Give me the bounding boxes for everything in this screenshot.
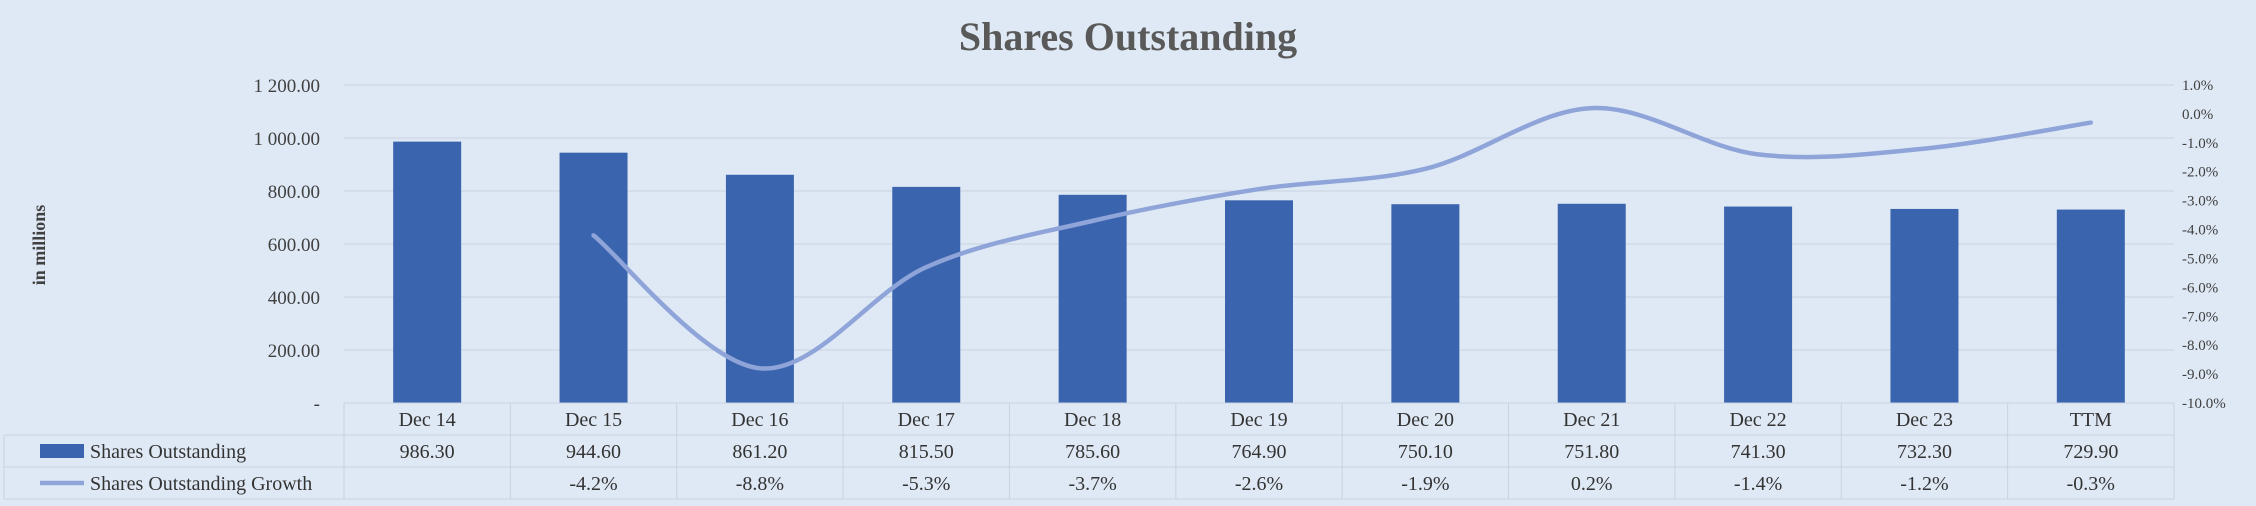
- y-left-tick-label: 800.00: [268, 182, 320, 203]
- bar: [1058, 194, 1127, 403]
- bar-value-label: 944.60: [566, 441, 621, 463]
- line-series: [591, 105, 2094, 371]
- x-tick-label: Dec 14: [399, 409, 456, 431]
- y-left-tick-label: 600.00: [268, 235, 320, 256]
- growth-value-label: -0.3%: [2067, 473, 2115, 495]
- growth-value-label: -8.8%: [736, 473, 784, 495]
- chart-title: Shares Outstanding: [959, 14, 1297, 59]
- bar-value-label: 785.60: [1065, 441, 1120, 463]
- growth-value-label: -2.6%: [1235, 473, 1283, 495]
- bar-value-label: 764.90: [1232, 441, 1287, 463]
- bar-value-label: 815.50: [899, 441, 954, 463]
- bar-value-label: 750.10: [1398, 441, 1453, 463]
- legend-bar-swatch: [40, 444, 84, 458]
- bar: [393, 141, 462, 403]
- y-left-tick-label: 1 200.00: [254, 76, 321, 97]
- growth-line: [591, 105, 2094, 371]
- legend-line-label: Shares Outstanding Growth: [90, 473, 312, 495]
- bar-value-label: 732.30: [1897, 441, 1952, 463]
- x-tick-label: Dec 15: [565, 409, 622, 431]
- y-axis-label: in millions: [29, 205, 49, 286]
- bar: [1890, 208, 1959, 403]
- x-tick-label: Dec 17: [898, 409, 955, 431]
- bar: [1724, 206, 1793, 403]
- y-right-tick-label: -8.0%: [2182, 338, 2218, 354]
- growth-value-label: -1.9%: [1401, 473, 1449, 495]
- growth-value-label: -4.2%: [569, 473, 617, 495]
- y-left-tick-label: 1 000.00: [254, 129, 321, 150]
- bar-value-label: 751.80: [1564, 441, 1619, 463]
- x-tick-label: TTM: [2070, 409, 2112, 431]
- growth-value-label: -5.3%: [902, 473, 950, 495]
- growth-value-label: 0.2%: [1571, 473, 1613, 495]
- y-left-tick-label: -: [314, 394, 320, 415]
- left-axis: - 200.00 400.00 600.00 800.00 1 000.00 1 200.0…: [254, 76, 321, 415]
- x-tick-label: Dec 23: [1896, 409, 1953, 431]
- y-left-tick-label: 200.00: [268, 341, 320, 362]
- y-left-tick-label: 400.00: [268, 288, 320, 309]
- bar-value-label: 986.30: [400, 441, 455, 463]
- bar: [559, 152, 628, 403]
- y-right-tick-label: -2.0%: [2182, 165, 2218, 181]
- y-right-tick-label: -4.0%: [2182, 223, 2218, 239]
- growth-value-label: -3.7%: [1068, 473, 1116, 495]
- bar: [1225, 200, 1293, 403]
- x-tick-label: Dec 22: [1729, 409, 1786, 431]
- x-tick-label: Dec 20: [1397, 409, 1454, 431]
- x-tick-label: Dec 18: [1064, 409, 1121, 431]
- bar-series: [393, 141, 2125, 403]
- bar: [1557, 203, 1626, 403]
- y-right-tick-label: -6.0%: [2182, 280, 2218, 296]
- x-tick-label: Dec 21: [1563, 409, 1620, 431]
- y-right-tick-label: 1.0%: [2182, 78, 2213, 94]
- bar-value-label: 741.30: [1731, 441, 1786, 463]
- bar-value-label: 861.20: [732, 441, 787, 463]
- y-right-tick-label: -3.0%: [2182, 194, 2218, 210]
- data-table: Dec 14 Dec 15 Dec 16 Dec 17 Dec 18 Dec 19 Dec …: [3, 402, 2175, 500]
- x-tick-label: Dec 19: [1230, 409, 1287, 431]
- growth-value-label: -1.4%: [1734, 473, 1782, 495]
- y-right-tick-label: -7.0%: [2182, 309, 2218, 325]
- legend-bar-label: Shares Outstanding: [90, 441, 246, 463]
- x-tick-label: Dec 16: [731, 409, 788, 431]
- right-axis: 1.0% 0.0% -1.0% -2.0% -3.0% -4.0% -5.0% -6.0% -7…: [2182, 78, 2226, 412]
- bar: [2056, 209, 2125, 403]
- bar-value-label: 729.90: [2063, 441, 2118, 463]
- y-right-tick-label: -5.0%: [2182, 251, 2218, 267]
- y-right-tick-label: 0.0%: [2182, 107, 2213, 123]
- bar: [892, 186, 961, 403]
- y-right-tick-label: -10.0%: [2182, 396, 2226, 412]
- y-right-tick-label: -1.0%: [2182, 136, 2218, 152]
- y-right-tick-label: -9.0%: [2182, 367, 2218, 383]
- bar: [1391, 204, 1460, 403]
- growth-value-label: -1.2%: [1900, 473, 1948, 495]
